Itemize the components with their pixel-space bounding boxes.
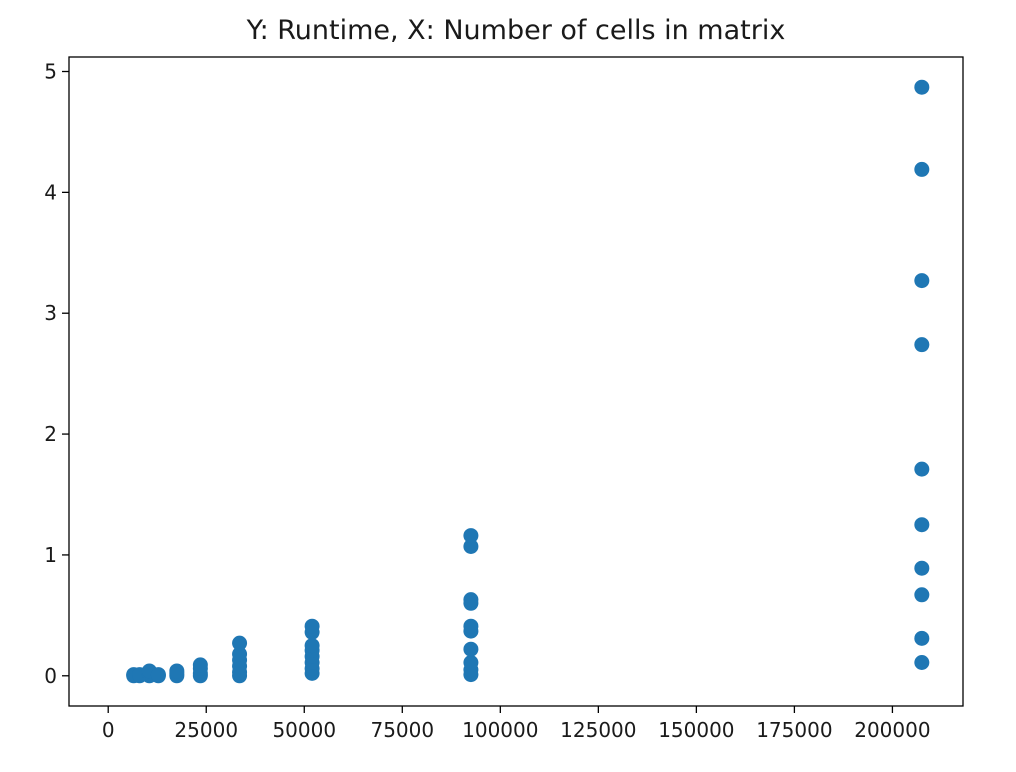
x-tick-label: 200000 [854,718,930,742]
data-point [192,657,208,673]
x-tick-label: 125000 [560,718,636,742]
data-point [463,528,479,544]
chart-title: Y: Runtime, X: Number of cells in matrix [246,15,786,46]
data-point [914,630,930,646]
data-point [914,654,930,670]
x-tick-label: 50000 [272,718,336,742]
data-point [914,273,930,289]
data-point [914,79,930,95]
x-tick-label: 175000 [756,718,832,742]
data-point [914,587,930,603]
x-tick-label: 0 [102,718,115,742]
y-tick-label: 2 [44,422,57,446]
data-point [150,667,166,683]
data-point [914,161,930,177]
data-point [914,461,930,477]
data-point [463,618,479,634]
x-tick-label: 25000 [174,718,238,742]
data-point [463,538,479,554]
data-point [914,517,930,533]
y-tick-label: 0 [44,664,57,688]
y-tick-label: 3 [44,301,57,325]
data-point [463,654,479,670]
data-point [169,663,185,679]
plot-area-frame [68,56,964,707]
y-tick-label: 5 [44,60,57,84]
y-tick-label: 4 [44,180,57,204]
x-tick-label: 150000 [658,718,734,742]
x-tick-label: 75000 [370,718,434,742]
y-tick-label: 1 [44,543,57,567]
data-point [232,646,248,662]
data-point [914,560,930,576]
y-axis: 0 1 2 3 4 5 [44,60,69,688]
data-point [304,638,320,654]
data-point [914,337,930,353]
data-point [463,592,479,608]
data-point [304,618,320,634]
data-point [463,641,479,657]
data-points [126,79,930,684]
data-point [232,635,248,651]
x-tick-label: 100000 [462,718,538,742]
x-axis: 0 25000 50000 75000 100000 125000 150000 175000… [102,706,931,742]
